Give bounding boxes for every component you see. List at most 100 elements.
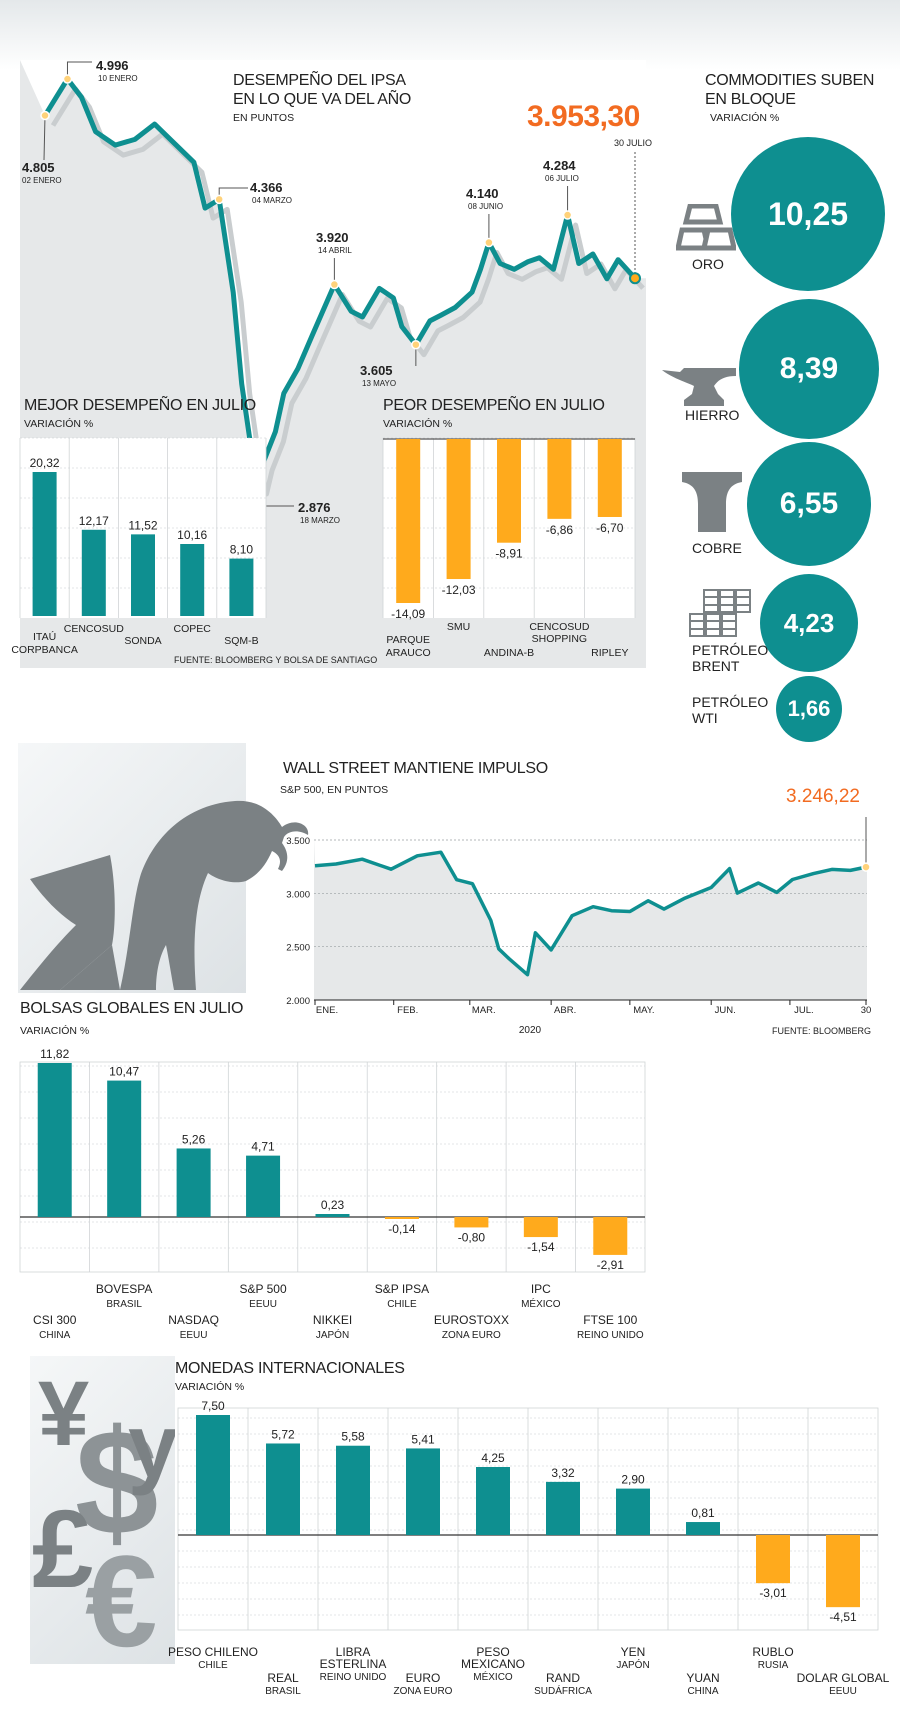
worst-title: PEOR DESEMPEÑO EN JULIO	[383, 397, 605, 414]
sp500-ytick-label: 3.000	[286, 889, 310, 900]
global-bar	[37, 1063, 72, 1217]
currency-bar	[266, 1443, 300, 1535]
global-sublabel: JAPÓN	[316, 1328, 349, 1340]
ipsa-last-value: 3.953,30	[527, 100, 640, 133]
commodities-subtitle: VARIACIÓN %	[710, 112, 780, 124]
commodity-name-wti-1: PETRÓLEO	[692, 694, 769, 710]
ipsa-annotation-value: 4.805	[22, 160, 55, 175]
global-value-label: -1,54	[527, 1240, 555, 1254]
global-category-label: NASDAQ	[168, 1313, 219, 1327]
currency-value-label: 2,90	[621, 1473, 645, 1487]
sp500-chart: 3.500 3.000 2.500 2.000 ENE. FEB. MAR. ABR. MAY.…	[286, 817, 871, 1036]
global-bar	[246, 1155, 281, 1217]
commodity-name-oro: ORO	[692, 256, 724, 272]
global-sublabel: EEUU	[249, 1299, 277, 1310]
global-bar	[315, 1214, 350, 1217]
currency-category-label: LIBRA	[336, 1645, 371, 1659]
sp500-ytick-label: 2.500	[286, 943, 310, 954]
currency-sublabel: REINO UNIDO	[320, 1672, 387, 1683]
currency-bar	[686, 1522, 720, 1535]
ipsa-title-line1: DESEMPEÑO DEL IPSA	[233, 72, 406, 89]
ipsa-last-marker	[629, 272, 641, 285]
currency-category-label: PESO CHILENO	[168, 1645, 258, 1659]
currency-panel: ¥ $ y £ €	[30, 1356, 175, 1664]
worst-category-label: RIPLEY	[591, 647, 628, 659]
best-category-label: SQM-B	[224, 635, 258, 647]
commodities-title-line2: EN BLOQUE	[705, 91, 796, 108]
commodity-bubble-oro: 10,25	[731, 137, 885, 291]
global-category-label: S&P IPSA	[375, 1282, 429, 1296]
best-value-label: 11,52	[128, 518, 157, 532]
worst-category-label: PARQUE	[386, 634, 430, 646]
currency-bar	[406, 1448, 440, 1535]
ipsa-annotation-value: 4.996	[96, 58, 129, 73]
sp500-title: WALL STREET MANTIENE IMPULSO	[283, 760, 548, 777]
currency-sublabel: EEUU	[829, 1686, 857, 1697]
yen-symbol-icon: ¥	[38, 1363, 90, 1465]
sp500-xtick-label: ABR.	[554, 1005, 576, 1016]
commodity-name-brent-2: BRENT	[692, 658, 740, 674]
currency-bar	[476, 1467, 510, 1535]
best-category-label: ITAÚ	[33, 630, 56, 643]
worst-value-label: -6,86	[546, 523, 574, 537]
worst-category-label: SHOPPING	[532, 633, 587, 645]
global-bar	[523, 1217, 558, 1238]
ipsa-line	[42, 76, 637, 487]
best-value-label: 10,16	[177, 528, 207, 542]
worst-category-label: ANDINA-B	[484, 647, 534, 659]
best-category-label: CORPBANCA	[11, 644, 78, 656]
best-worst-source: FUENTE: BLOOMBERG Y BOLSA DE SANTIAGO	[174, 655, 378, 665]
anvil-icon	[662, 368, 736, 406]
dollar-symbol-icon: $	[75, 1398, 159, 1566]
currency-sublabel: CHILE	[198, 1660, 228, 1671]
sp500-ytick-label: 2.000	[286, 996, 310, 1007]
worst-category-label: CENCOSUD	[529, 621, 590, 633]
currency-bar	[546, 1481, 580, 1535]
ipsa-annotation-value: 3.605	[360, 363, 393, 378]
best-bar	[229, 558, 254, 616]
currency-category-label: RUBLO	[752, 1645, 793, 1659]
commodity-bubble-hierro: 8,39	[739, 299, 879, 439]
ipsa-marker	[411, 339, 421, 350]
bull-icon	[20, 800, 309, 990]
currency-category-label: MEXICANO	[461, 1657, 525, 1671]
global-sublabel: MÉXICO	[521, 1297, 561, 1310]
commodity-bubble-brent: 4,23	[760, 574, 858, 672]
sp500-line	[314, 850, 867, 977]
gold-bars-icon	[676, 204, 736, 251]
currency-sublabel: ZONA EURO	[394, 1686, 453, 1697]
global-value-label: -0,80	[458, 1230, 486, 1244]
commodities-title-line1: COMMODITIES SUBEN	[705, 72, 875, 89]
ipsa-title-line2: EN LO QUE VA DEL AÑO	[233, 91, 412, 108]
global-category-label: CSI 300	[33, 1313, 77, 1327]
currency-value-label: -4,51	[829, 1610, 857, 1624]
ipsa-annotation-date: 06 JULIO	[545, 174, 579, 183]
global-sublabel: CHILE	[387, 1299, 417, 1310]
euro-symbol-icon: €	[85, 1528, 158, 1664]
global-bourses-chart: 11,82 CSI 300 CHINA 10,47 BOVESPA BRASIL 5,26 N…	[19, 1047, 646, 1340]
sp500-xtick-label: FEB.	[397, 1005, 418, 1016]
worst-value-label: -6,70	[596, 521, 624, 535]
currency-sublabel: RUSIA	[758, 1660, 789, 1671]
commodity-name-brent-1: PETRÓLEO	[692, 642, 769, 658]
ipsa-annotation-date: 02 ENERO	[22, 176, 62, 185]
best-title: MEJOR DESEMPEÑO EN JULIO	[24, 397, 256, 414]
ipsa-annotation-value: 4.284	[543, 158, 576, 173]
sp500-subtitle: S&P 500, EN PUNTOS	[280, 784, 389, 796]
currency-category-label: PESO	[476, 1645, 509, 1659]
global-value-label: 0,23	[321, 1198, 345, 1212]
global-sublabel: REINO UNIDO	[577, 1330, 644, 1340]
global-value-label: 5,26	[182, 1132, 206, 1146]
currency-sublabel: SUDÁFRICA	[534, 1684, 592, 1697]
best-bar	[131, 534, 155, 616]
best-bar	[81, 529, 106, 616]
global-category-label: IPC	[531, 1282, 551, 1296]
ipsa-annotation-date: 08 JUNIO	[468, 202, 503, 211]
worst-category-label: ARAUCO	[386, 647, 431, 659]
sp500-ytick-label: 3.500	[286, 836, 310, 847]
worst-bar	[396, 439, 421, 603]
global-value-label: 4,71	[251, 1140, 275, 1154]
global-bar	[176, 1148, 211, 1217]
currency-title: MONEDAS INTERNACIONALES	[175, 1360, 405, 1377]
